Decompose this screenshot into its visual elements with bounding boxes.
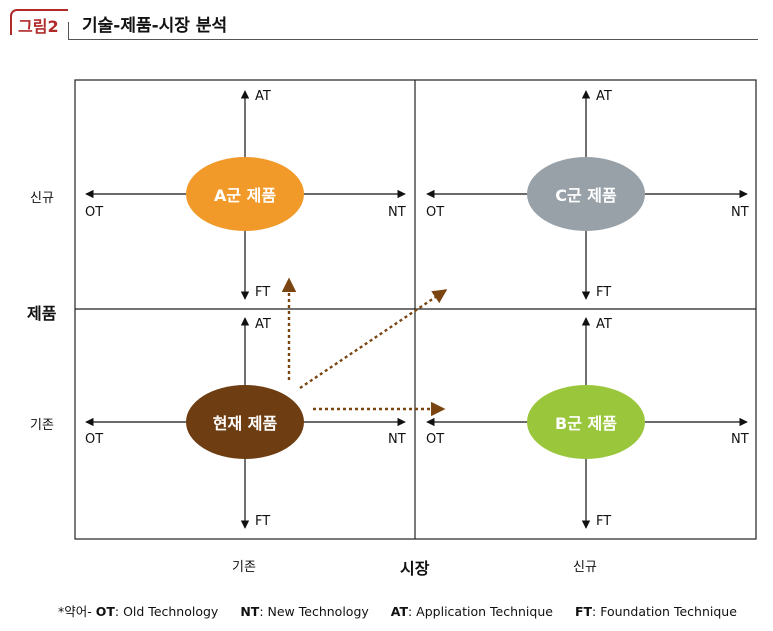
col-label-existing: 기존 <box>232 560 256 575</box>
market-axis-label: 시장 <box>400 559 430 578</box>
label-nt-bottom-right: NT <box>731 432 749 447</box>
label-nt-bottom-left: NT <box>388 432 406 447</box>
arrow-current-to-c <box>299 289 448 389</box>
footnote-at-text: : Application Technique <box>408 604 553 619</box>
current-product-ellipse: 현재 제품 <box>186 385 304 459</box>
label-at-top-right: AT <box>596 89 612 104</box>
current-product-label: 현재 제품 <box>212 414 278 433</box>
product-c-label: C군 제품 <box>555 186 617 205</box>
dotted-transition-arrows <box>281 277 448 417</box>
row-label-existing: 기존 <box>30 418 54 433</box>
footnote-ot-text: : Old Technology <box>114 604 219 619</box>
label-at-top-left: AT <box>255 89 271 104</box>
product-c-ellipse: C군 제품 <box>527 157 645 231</box>
footnote-ft-text: : Foundation Technique <box>592 604 737 619</box>
label-ot-bottom-left: OT <box>85 432 104 447</box>
abbreviation-footnote: *약어- OT: Old Technology NT: New Technolo… <box>58 601 737 620</box>
product-b-label: B군 제품 <box>555 414 617 433</box>
title-rule <box>68 39 758 40</box>
label-ot-top-left: OT <box>85 205 104 220</box>
col-label-new: 신규 <box>573 560 597 575</box>
footnote-ot-abbr: OT <box>95 604 115 619</box>
figure-title: 기술-제품-시장 분석 <box>82 16 228 36</box>
figure-tag-label: 그림2 <box>18 17 59 36</box>
label-at-bottom-left: AT <box>255 317 271 332</box>
label-ft-bottom-right: FT <box>596 514 612 529</box>
label-nt-top-right: NT <box>731 205 749 220</box>
product-b-ellipse: B군 제품 <box>527 385 645 459</box>
product-a-label: A군 제품 <box>213 186 277 205</box>
product-axis-label: 제품 <box>27 304 57 323</box>
figure-tag: 그림2 <box>10 9 68 36</box>
label-ft-top-right: FT <box>596 285 612 300</box>
footnote-nt-abbr: NT <box>240 604 260 619</box>
footnote-prefix: *약어- <box>58 604 92 619</box>
label-ft-bottom-left: FT <box>255 514 271 529</box>
label-ot-bottom-right: OT <box>426 432 445 447</box>
title-tick <box>68 22 69 39</box>
product-a-ellipse: A군 제품 <box>186 157 304 231</box>
label-nt-top-left: NT <box>388 205 406 220</box>
footnote-nt-text: : New Technology <box>259 604 369 619</box>
row-label-new: 신규 <box>30 191 54 206</box>
footnote-ft-abbr: FT <box>574 604 593 619</box>
label-ft-top-left: FT <box>255 285 271 300</box>
label-ot-top-right: OT <box>426 205 445 220</box>
footnote-at-abbr: AT <box>390 604 408 619</box>
label-at-bottom-right: AT <box>596 317 612 332</box>
